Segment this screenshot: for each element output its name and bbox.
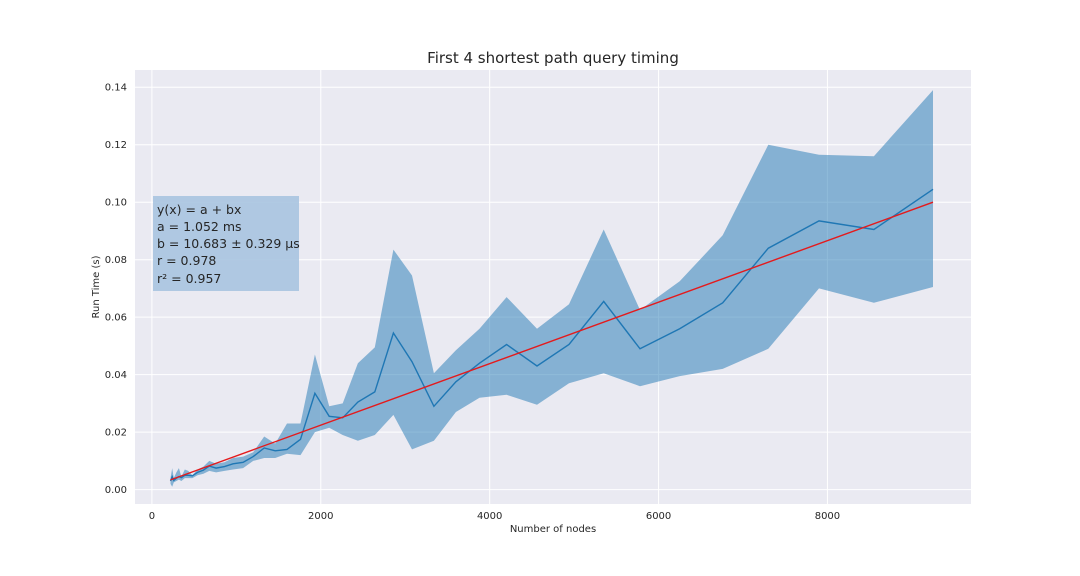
std-band xyxy=(170,90,933,487)
x-axis-label: Number of nodes xyxy=(510,524,596,535)
annotation-background xyxy=(153,196,299,291)
y-tick-label: 0.14 xyxy=(105,83,127,94)
mean-line xyxy=(169,188,934,482)
y-tick-label: 0.04 xyxy=(105,370,127,381)
y-tick-label: 0.02 xyxy=(105,428,127,439)
y-tick-label: 0.12 xyxy=(105,140,127,151)
annotation-equation: y(x) = a + bx xyxy=(157,202,241,217)
y-tick-labels: 0.00 0.02 0.04 0.06 0.08 0.10 0.12 0.14 xyxy=(105,83,127,496)
y-tick-label: 0.06 xyxy=(105,313,127,324)
annotation-r2: r² = 0.957 xyxy=(157,271,221,286)
x-tick-label: 6000 xyxy=(646,511,671,522)
y-tick-label: 0.10 xyxy=(105,198,127,209)
annotation-b: b = 10.683 ± 0.329 μs xyxy=(157,236,300,251)
x-tick-labels: 0 2000 4000 6000 8000 xyxy=(149,511,840,522)
annotation-a: a = 1.052 ms xyxy=(157,219,242,234)
x-tick-label: 0 xyxy=(149,511,155,522)
y-tick-label: 0.00 xyxy=(105,485,127,496)
annotation-r: r = 0.978 xyxy=(157,253,216,268)
x-tick-label: 8000 xyxy=(815,511,840,522)
chart-title: First 4 shortest path query timing xyxy=(427,49,679,67)
y-tick-label: 0.08 xyxy=(105,255,127,266)
annotation-box: y(x) = a + bx a = 1.052 ms b = 10.683 ± … xyxy=(153,196,300,291)
y-axis-label: Run Time (s) xyxy=(91,255,102,318)
fit-line xyxy=(170,201,934,481)
x-tick-label: 4000 xyxy=(477,511,502,522)
data-points xyxy=(170,189,934,482)
x-tick-label: 2000 xyxy=(308,511,333,522)
